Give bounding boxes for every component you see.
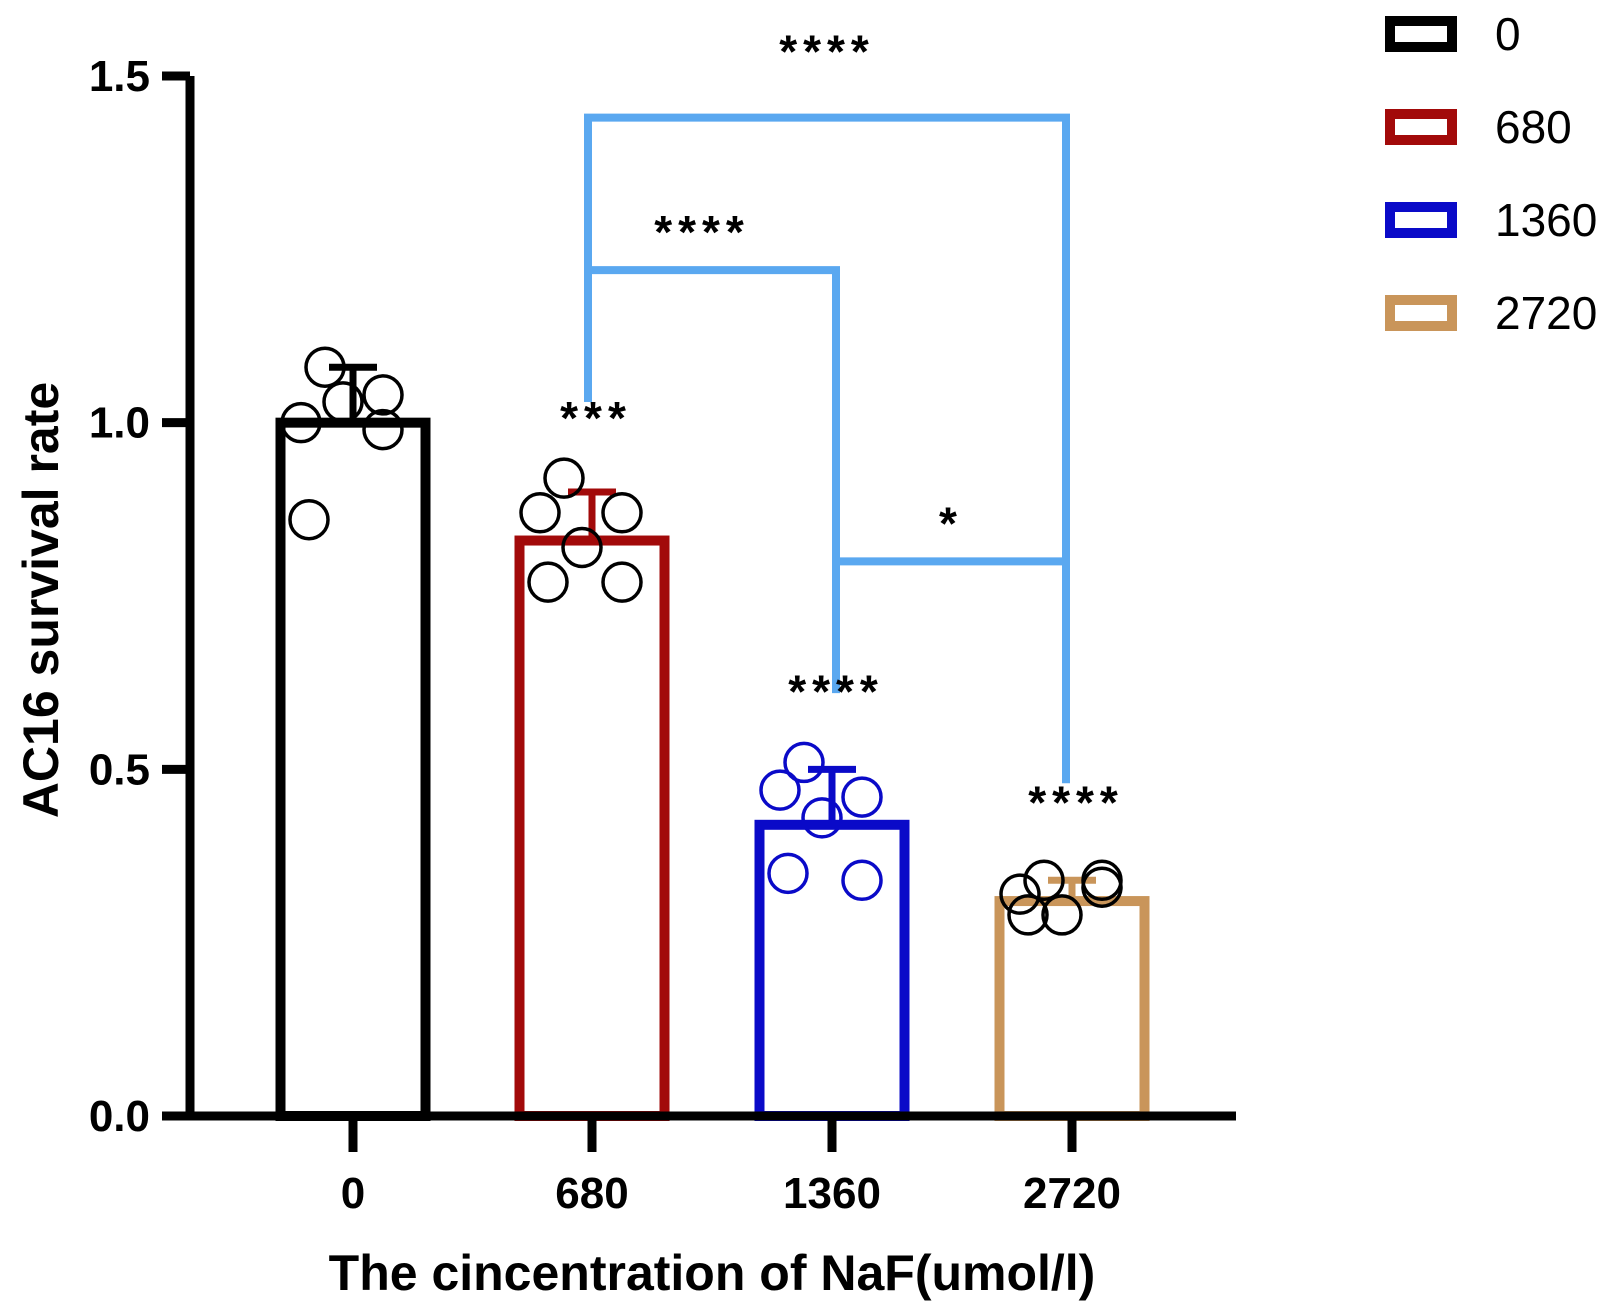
legend: 0 680 1360 2720 [1385, 8, 1597, 339]
bar-0 [275, 417, 431, 1121]
x-tick-label: 680 [555, 1169, 628, 1218]
data-points [280, 346, 1123, 936]
data-point-1360 [841, 859, 883, 902]
y-tick-label: 0.5 [89, 745, 150, 794]
x-axis-title: The cincentration of NaF(umol/l) [329, 1245, 1096, 1301]
data-point-680 [601, 492, 643, 534]
y-tick-label: 1.5 [89, 52, 150, 101]
data-point-0 [322, 381, 364, 423]
comparison-label: **** [654, 206, 750, 258]
data-point-680 [519, 492, 561, 534]
bars [275, 417, 1150, 1121]
axes: 0.0 0.5 1.0 1.5 0 680 1360 2720 [89, 52, 1236, 1218]
comparison-label: **** [779, 26, 875, 78]
significance-mark-680: *** [560, 392, 632, 444]
data-point-1360 [801, 797, 843, 839]
legend-label: 680 [1495, 101, 1572, 153]
significance-mark-1360: **** [788, 665, 884, 717]
legend-label: 2720 [1495, 287, 1597, 339]
legend-swatch [1385, 202, 1457, 238]
data-point-680 [601, 561, 643, 603]
bar-1360 [754, 819, 910, 1121]
comparison-bracket [832, 557, 1070, 735]
data-point-2720 [1023, 859, 1065, 902]
x-tick-label: 0 [341, 1169, 365, 1218]
data-point-680 [527, 561, 569, 603]
comparison-label: * [939, 497, 963, 549]
y-tick-label: 0.0 [89, 1092, 150, 1141]
data-point-0 [304, 346, 346, 388]
x-tick-label: 1360 [783, 1169, 881, 1218]
comparison-bracket [584, 266, 840, 645]
y-axis-title: AC16 survival rate [13, 382, 69, 818]
legend-label: 1360 [1495, 194, 1597, 246]
data-point-0 [362, 374, 404, 416]
data-point-0 [280, 401, 322, 444]
data-point-2720 [1081, 859, 1123, 902]
data-point-680 [561, 526, 603, 569]
error-bars [329, 363, 1096, 902]
data-point-0 [288, 498, 330, 541]
bar-680 [514, 535, 670, 1121]
legend-swatch [1385, 109, 1457, 145]
data-point-2720 [1041, 894, 1083, 936]
data-point-2720 [999, 873, 1041, 915]
data-point-1360 [783, 741, 825, 784]
legend-swatch [1385, 16, 1457, 52]
data-point-680 [543, 457, 585, 499]
significance-mark-2720: **** [1028, 776, 1124, 828]
data-point-2720 [1007, 894, 1049, 936]
data-point-1360 [759, 769, 801, 811]
data-point-0 [362, 408, 404, 451]
comparison-bracket [584, 113, 1070, 784]
comparison-brackets: ********* [584, 26, 1070, 784]
data-point-1360 [767, 852, 809, 895]
legend-label: 0 [1495, 8, 1521, 60]
annotations: *********** [560, 392, 1124, 828]
legend-swatch [1385, 295, 1457, 331]
x-tick-label: 2720 [1023, 1169, 1121, 1218]
y-tick-label: 1.0 [89, 399, 150, 448]
data-point-1360 [841, 776, 883, 818]
